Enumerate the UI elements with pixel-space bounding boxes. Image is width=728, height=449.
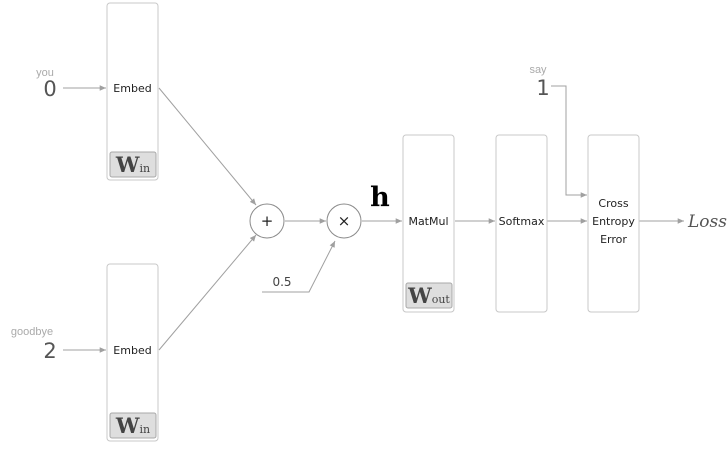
edge-embed-bottom-to-add	[158, 234, 257, 351]
softmax-box	[495, 134, 548, 313]
weight-wout-box	[405, 282, 453, 309]
weight-wout: Wout	[407, 283, 450, 308]
weight-win-top: Win	[115, 152, 150, 177]
multiply-node-symbol: ×	[338, 212, 351, 230]
matmul-layer: MatMul Wout	[402, 134, 455, 313]
target-index-say: 1	[536, 76, 549, 100]
softmax-layer: Softmax	[495, 134, 548, 313]
edges	[63, 85, 684, 353]
loss-label: Loss	[687, 212, 727, 232]
matmul-box	[402, 134, 455, 313]
embed-top-label: Embed	[113, 82, 151, 95]
edge-target-to-cross-entropy	[551, 85, 587, 198]
add-node-symbol: +	[261, 212, 274, 230]
input-index-you: 0	[43, 77, 56, 101]
cross-entropy-box	[587, 134, 640, 313]
weight-win-top-box	[109, 151, 157, 178]
edge-embed-top-to-add	[158, 87, 257, 206]
scale-constant: 0.5	[272, 275, 291, 289]
multiply-node: ×	[326, 203, 362, 239]
input-word-goodbye: goodbye	[11, 326, 53, 338]
hidden-layer-label: h	[370, 182, 390, 213]
cross-entropy-label-line2: Entropy	[592, 215, 635, 228]
weight-win-bottom: Win	[115, 413, 150, 438]
add-node: +	[249, 203, 285, 239]
weight-win-bottom-box	[109, 412, 157, 439]
embed-layer-top: Embed Win	[106, 2, 159, 181]
target-word-say: say	[529, 64, 547, 76]
embed-top-box	[106, 2, 159, 181]
edge-constant-to-mul	[262, 240, 336, 293]
cross-entropy-layer: Cross Entropy Error	[587, 134, 640, 313]
matmul-label: MatMul	[408, 215, 448, 228]
add-node-circle	[249, 203, 285, 239]
input-word-you: you	[36, 67, 54, 79]
embed-bottom-label: Embed	[113, 344, 151, 357]
embed-layer-bottom: Embed Win	[106, 263, 159, 442]
cross-entropy-label-line1: Cross	[598, 197, 628, 210]
input-index-goodbye: 2	[43, 339, 56, 363]
cross-entropy-label-line3: Error	[600, 233, 627, 246]
embed-bottom-box	[106, 263, 159, 442]
multiply-node-circle	[326, 203, 362, 239]
softmax-label: Softmax	[499, 215, 545, 228]
